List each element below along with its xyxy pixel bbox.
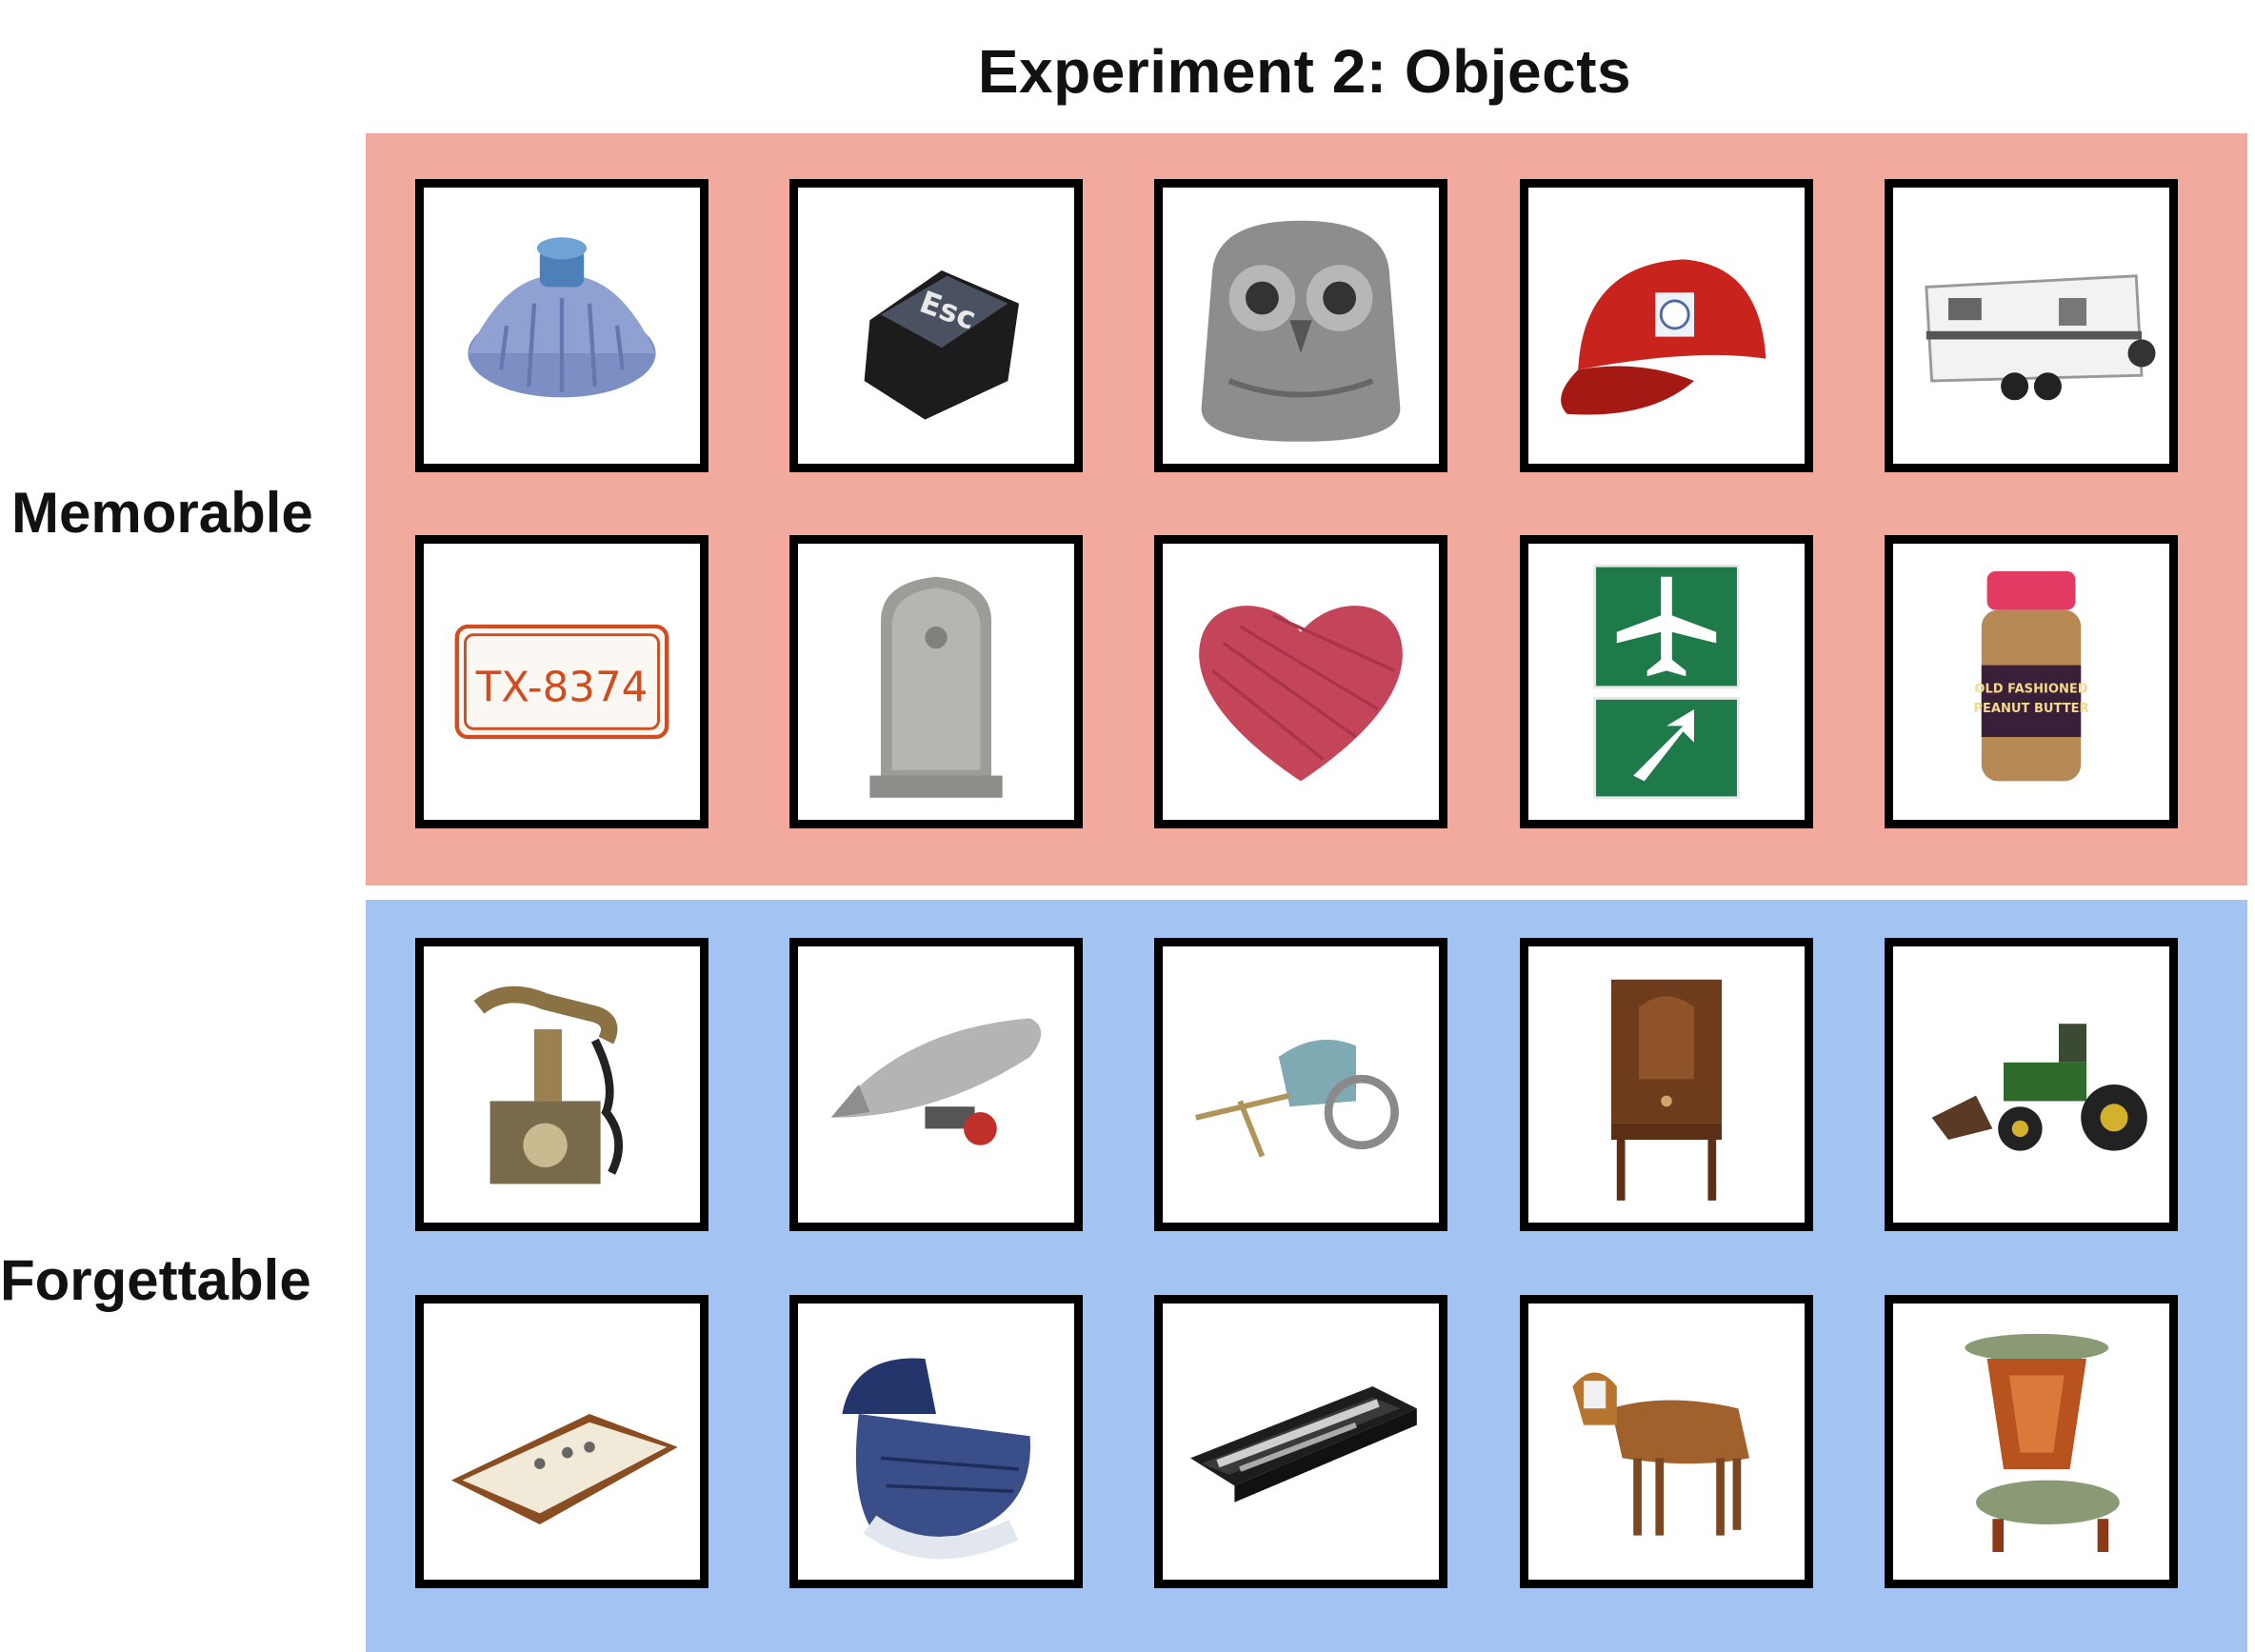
young-goat-tile [1520,1295,1813,1588]
tombstone-tile [789,535,1083,828]
kneeling-chair-tile [1885,1295,2178,1588]
vintage-radio-cabinet-tile [1520,938,1813,1231]
red-cap-tile [1520,179,1813,472]
jar-label-line-2: PEANUT BUTTER [1973,702,2088,716]
esc-key-tile: Esc [789,179,1083,472]
chariot-icon [1195,1039,1399,1158]
flute-case-tile [1154,1295,1447,1588]
hot-water-bottle-tile [415,179,708,472]
heart-icon [1199,606,1403,782]
baseball-cap-icon [1561,259,1766,415]
yarn-heart-tile [1154,535,1447,828]
peanut-butter-jar-icon: OLD FASHIONED PEANUT BUTTER [1973,571,2089,782]
car-seat-icon [842,1358,1030,1560]
prie-dieu-chair-icon [1965,1333,2120,1552]
forgettable-label: Forgettable [0,1248,311,1312]
jar-label-line-1: OLD FASHIONED [1974,683,2087,697]
toy-zeppelin-tile [789,938,1083,1231]
antique-telephone-icon [473,985,623,1184]
zeppelin-icon [830,1018,1042,1145]
goat-icon [1572,1372,1749,1536]
stone-owl-icon [1201,220,1401,442]
tractor-icon [1931,1024,2147,1151]
stone-owl-tile [1154,179,1447,472]
chariot-figurine-tile [1154,938,1447,1231]
tombstone-icon [869,576,1003,798]
memorable-label: Memorable [11,481,313,545]
airport-sign-tile [1520,535,1813,828]
infant-car-seat-tile [789,1295,1083,1588]
license-plate-tile: TX-8374 [415,535,708,828]
framed-tray-tile [415,1295,708,1588]
esc-key-icon: Esc [864,270,1019,420]
peanut-butter-jar-tile: OLD FASHIONED PEANUT BUTTER [1885,535,2178,828]
antique-telephone-tile [415,938,708,1231]
figure-title: Experiment 2: Objects [977,37,1632,106]
tractor-tile [1885,938,2178,1231]
camper-trailer-icon [1925,274,2156,401]
camper-trailer-tile [1885,179,2178,472]
framed-tray-icon [451,1414,678,1524]
flute-case-icon [1190,1386,1417,1503]
hot-water-bottle-icon [468,237,656,398]
license-plate-icon: TX-8374 [454,624,669,740]
license-plate-text: TX-8374 [475,664,649,711]
radio-cabinet-icon [1611,979,1722,1201]
airport-sign-icon [1593,564,1740,800]
